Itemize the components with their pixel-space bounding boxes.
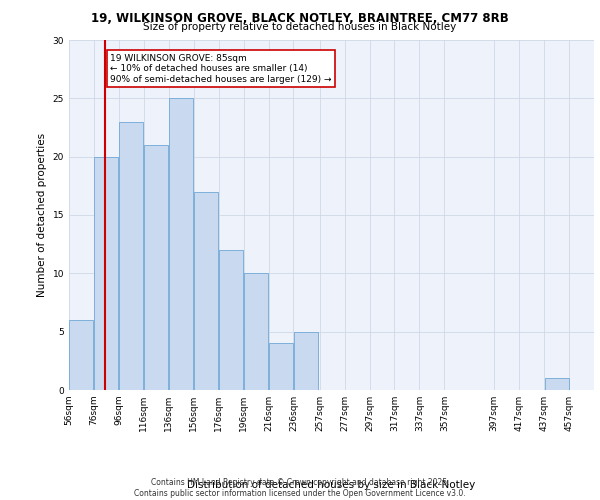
Text: Size of property relative to detached houses in Black Notley: Size of property relative to detached ho… bbox=[143, 22, 457, 32]
Bar bbox=[145, 145, 168, 390]
Bar bbox=[219, 250, 243, 390]
Bar bbox=[269, 344, 293, 390]
Bar bbox=[70, 320, 94, 390]
Bar bbox=[94, 156, 118, 390]
Bar bbox=[169, 98, 193, 390]
Bar bbox=[194, 192, 218, 390]
Text: 19, WILKINSON GROVE, BLACK NOTLEY, BRAINTREE, CM77 8RB: 19, WILKINSON GROVE, BLACK NOTLEY, BRAIN… bbox=[91, 12, 509, 26]
Bar bbox=[119, 122, 143, 390]
X-axis label: Distribution of detached houses by size in Black Notley: Distribution of detached houses by size … bbox=[187, 480, 476, 490]
Text: Contains HM Land Registry data © Crown copyright and database right 2025.
Contai: Contains HM Land Registry data © Crown c… bbox=[134, 478, 466, 498]
Text: 19 WILKINSON GROVE: 85sqm
← 10% of detached houses are smaller (14)
90% of semi-: 19 WILKINSON GROVE: 85sqm ← 10% of detac… bbox=[110, 54, 332, 84]
Bar bbox=[294, 332, 318, 390]
Bar bbox=[244, 274, 268, 390]
Y-axis label: Number of detached properties: Number of detached properties bbox=[37, 133, 47, 297]
Bar bbox=[545, 378, 569, 390]
